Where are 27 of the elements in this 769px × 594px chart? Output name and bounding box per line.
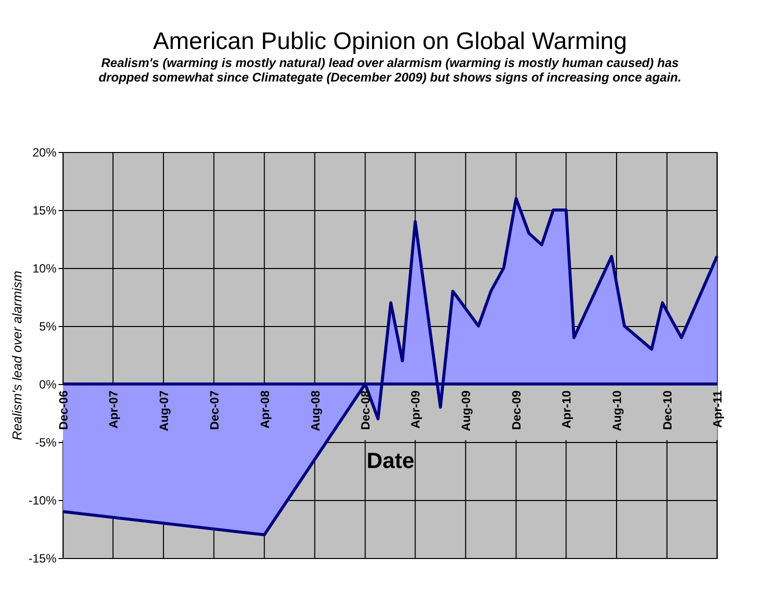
x-tick-label: Apr-11 bbox=[710, 390, 724, 428]
x-axis-title: Date bbox=[366, 448, 414, 474]
x-tick-label: Apr-08 bbox=[258, 390, 272, 429]
x-tick-label: Dec-10 bbox=[660, 390, 674, 430]
y-tick-label: 20% bbox=[32, 146, 57, 160]
x-tick-label: Aug-10 bbox=[610, 390, 624, 432]
x-tick-label: Aug-08 bbox=[308, 390, 322, 432]
x-tick-label: Apr-10 bbox=[560, 390, 574, 429]
text: Realism's (warming is mostly natural) lead over alarmism (warming is mostly human caused) has bbox=[101, 56, 679, 70]
y-tick-label: 15% bbox=[32, 204, 57, 218]
x-tick-label: Aug-09 bbox=[459, 390, 474, 432]
x-tick-label: Apr-07 bbox=[106, 390, 121, 429]
y-tick-label: -10% bbox=[28, 494, 57, 508]
y-tick-label: 5% bbox=[39, 320, 57, 334]
text: dropped somewhat since Climategate (December 2009) but shows signs of increasing once again. bbox=[98, 70, 682, 84]
x-tick-label: Dec-09 bbox=[510, 390, 524, 430]
y-tick-label: 0% bbox=[39, 378, 57, 392]
y-tick-label: -15% bbox=[28, 552, 57, 566]
x-tick-label: Dec-07 bbox=[207, 390, 222, 430]
x-tick-label: Dec-06 bbox=[56, 390, 70, 430]
y-axis-title: Realism's lead over alarmism bbox=[9, 270, 24, 440]
y-tick-label: 10% bbox=[32, 262, 57, 276]
chart-title: American Public Opinion on Global Warming bbox=[153, 28, 627, 55]
y-tick-label: -5% bbox=[35, 436, 57, 450]
x-tick-label: Aug-07 bbox=[156, 390, 171, 432]
x-tick-label: Dec-08 bbox=[358, 390, 373, 430]
x-tick-label: Apr-09 bbox=[408, 390, 423, 429]
